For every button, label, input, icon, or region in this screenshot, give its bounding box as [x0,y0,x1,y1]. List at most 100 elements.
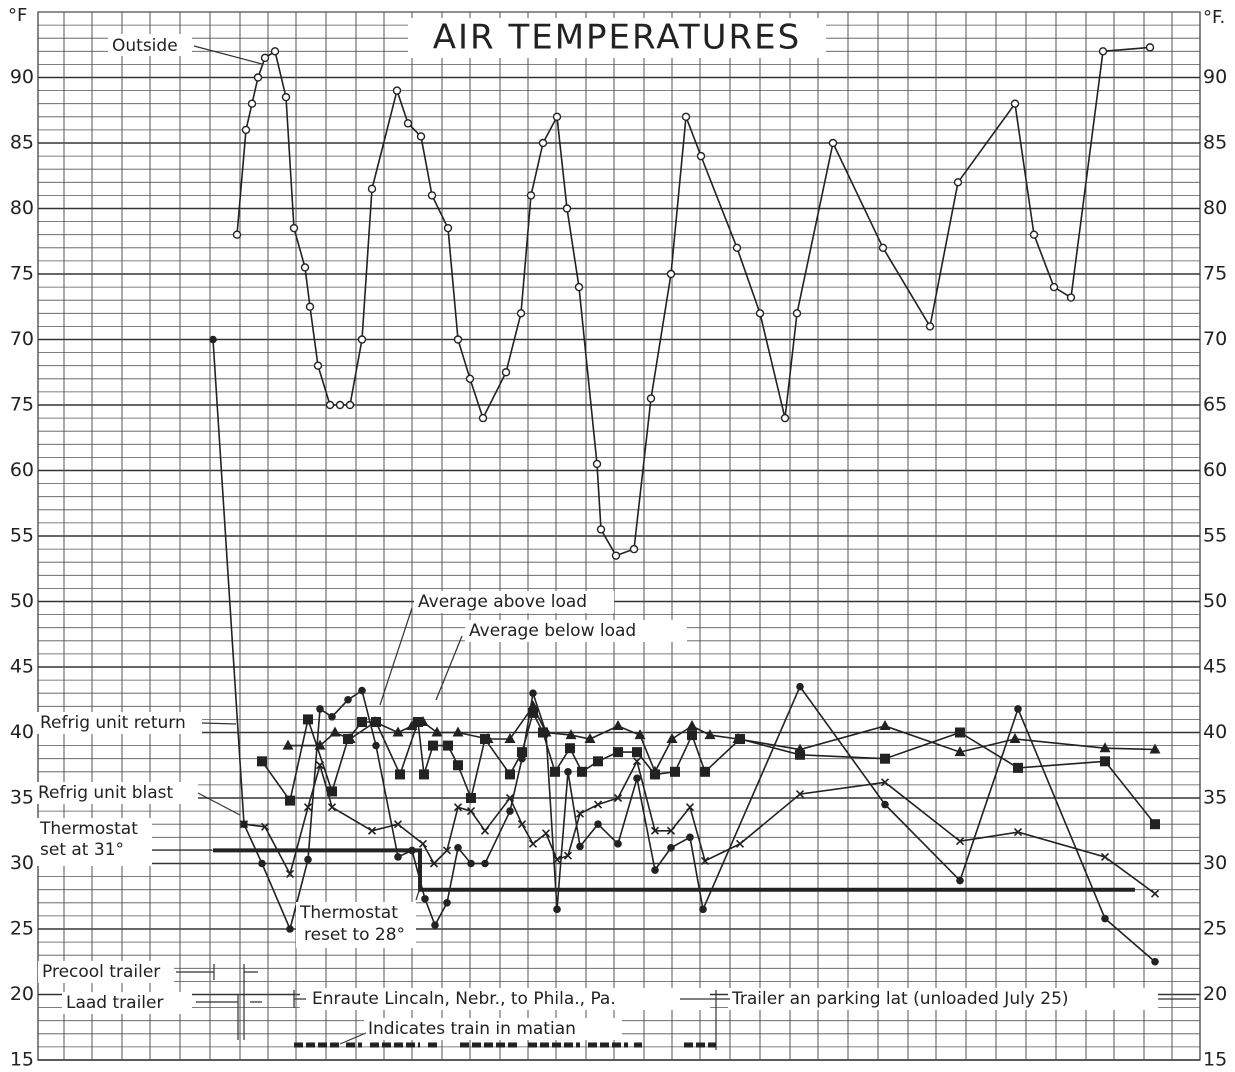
point [516,309,526,318]
point [704,729,716,740]
point [443,899,451,907]
label-bg [728,988,1158,1010]
y-tick-label: 55 [10,525,34,547]
point [232,230,242,239]
point [593,756,603,767]
point [1151,957,1159,966]
point [629,544,639,554]
point [429,859,439,868]
point [528,839,538,848]
point [796,682,804,691]
point [955,727,965,738]
series-line [236,46,1151,557]
point [403,119,413,128]
point [795,749,805,760]
y2-tick-label: 90 [1203,66,1227,88]
point [285,795,295,806]
label-bg [108,34,192,56]
point [305,302,315,311]
point [1066,293,1076,302]
point [443,223,453,233]
point [576,842,584,851]
y2-tick-label: 60 [1203,459,1227,481]
point [260,53,270,63]
point [328,712,336,721]
point [257,756,267,767]
point [358,686,366,695]
annotation: Average below load [469,621,636,641]
y-tick-label: 85 [10,132,34,154]
point [325,400,335,410]
y2-tick-label: 80 [1203,197,1227,219]
point [1150,819,1160,830]
point [954,746,966,757]
point [795,790,805,799]
y-tick-label: 80 [10,197,34,219]
point [596,525,606,534]
annotation: Trailer an parking lat (unloaded July 25… [731,989,1069,1009]
point [343,734,353,745]
point [632,757,642,766]
point [613,793,623,803]
leader [196,994,262,1040]
annotation: Refrig unit return [40,713,186,733]
y2-tick-label: 15 [1203,1049,1227,1071]
point [1099,742,1111,753]
point [550,766,560,777]
y2-tick-label: 55 [1203,525,1227,547]
point [614,840,622,848]
vertical-grid [63,12,1173,1060]
point [394,853,402,861]
plot [209,43,1161,966]
point [953,178,963,187]
point [1145,43,1155,52]
point [313,361,323,370]
point [431,726,443,737]
point [443,740,453,751]
leader [193,45,263,65]
point [562,204,572,213]
point [634,729,646,740]
label-bg [36,782,198,804]
point [1013,827,1023,837]
point [282,739,294,750]
point [880,753,890,764]
leader [379,607,413,706]
point [538,138,548,148]
annotation: set at 31° [40,840,124,860]
point [565,729,577,740]
point [345,400,355,410]
point [879,719,891,730]
point [828,138,838,148]
annotation: Thermostat [299,903,398,923]
series-line [212,339,1156,963]
point [542,728,550,737]
point [686,719,698,730]
y2-tick-label: 50 [1203,590,1227,612]
y-tick-label: 30 [10,852,34,874]
point [505,793,515,803]
leader [435,635,463,701]
y2-tick-label: 70 [1203,328,1227,350]
point [1013,762,1023,773]
point [501,368,511,377]
y-tick-label: 40 [10,721,34,743]
point [575,809,585,818]
annotation: Enraute Lincaln, Nebr., to Phila., Pa. [312,989,616,1009]
point [406,719,418,730]
y2-tick-label: 20 [1203,983,1227,1005]
label-bg [364,1018,622,1040]
point [300,263,310,272]
point [329,726,341,737]
point [1100,852,1110,862]
label-bg [296,902,416,948]
point [467,859,475,868]
point [416,132,426,141]
point [611,551,621,560]
point [413,717,423,728]
point [685,803,695,812]
annotation: reset to 28° [304,925,405,945]
point [1100,756,1110,767]
chart-title: AIR TEMPERATURES [433,18,802,58]
y-tick-label: 35 [10,787,34,809]
